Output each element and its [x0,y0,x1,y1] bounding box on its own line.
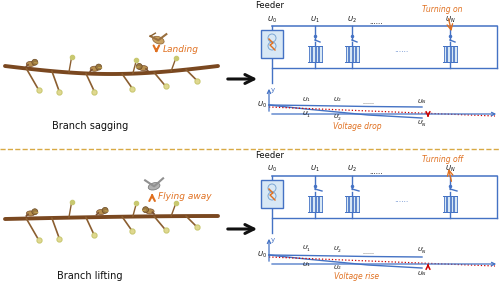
Bar [308,46,311,62]
Text: Turning on: Turning on [422,5,462,14]
Bar [447,46,450,62]
Bar [450,196,453,212]
Bar [261,30,283,58]
Bar [312,196,314,212]
Text: ......: ...... [362,251,374,255]
Bar [316,46,318,62]
Text: ......: ...... [369,18,383,24]
Text: ......: ...... [362,100,374,105]
Text: $U_N$: $U_N$ [444,164,456,175]
Ellipse shape [148,183,160,190]
Circle shape [136,63,142,69]
Bar [349,46,352,62]
Text: Feeder: Feeder [256,151,284,160]
Ellipse shape [96,209,105,215]
Text: $U_1$: $U_1$ [310,14,320,24]
Circle shape [32,209,38,215]
Text: $U_N'$: $U_N'$ [417,246,427,256]
Ellipse shape [139,66,147,71]
Bar [319,46,322,62]
Ellipse shape [90,66,98,71]
Text: $U_N'$: $U_N'$ [417,119,427,129]
Text: $U_2'$: $U_2'$ [332,245,342,255]
Ellipse shape [26,211,35,216]
Text: $U_1$: $U_1$ [302,95,310,104]
Bar [454,46,456,62]
Ellipse shape [146,209,154,214]
Text: $U_2'$: $U_2'$ [332,113,342,123]
Text: ......: ...... [394,195,408,204]
Text: ......: ...... [369,168,383,175]
Bar [352,46,355,62]
Text: $U_2$: $U_2$ [332,96,342,105]
Bar [319,196,322,212]
Bar [356,196,358,212]
Bar [444,196,446,212]
Text: $U_N$: $U_N$ [444,14,456,24]
Text: $U_1'$: $U_1'$ [302,244,310,254]
Text: $U_0$: $U_0$ [257,250,267,260]
Bar [444,46,446,62]
Text: $U_0$: $U_0$ [267,14,277,24]
Bar [312,46,314,62]
Bar [349,196,352,212]
Circle shape [142,207,148,213]
Text: Voltage rise: Voltage rise [334,272,380,281]
Text: Feeder: Feeder [256,1,284,10]
Bar [450,46,453,62]
Ellipse shape [26,61,35,66]
Text: Branch sagging: Branch sagging [52,121,128,131]
Text: y: y [271,237,275,243]
Bar [454,196,456,212]
Text: $U_2$: $U_2$ [347,14,357,24]
Text: y: y [271,87,275,93]
Text: $U_0$: $U_0$ [257,100,267,110]
Text: Voltage drop: Voltage drop [332,122,382,131]
Ellipse shape [152,36,164,44]
Bar [356,46,358,62]
Bar [352,196,355,212]
Text: $U_2$: $U_2$ [332,263,342,272]
Text: $U_N$: $U_N$ [417,97,427,105]
Text: ......: ...... [394,46,408,55]
Text: $U_1'$: $U_1'$ [302,110,310,120]
Text: $U_1$: $U_1$ [302,260,310,269]
Bar [346,196,348,212]
Text: $U_N$: $U_N$ [417,269,427,278]
Bar [261,180,283,208]
Bar [346,46,348,62]
Bar [308,196,311,212]
Text: Turning off: Turning off [422,155,463,164]
Circle shape [96,64,102,70]
Circle shape [102,207,108,213]
Text: Landing: Landing [162,45,198,54]
Text: $U_0$: $U_0$ [267,164,277,175]
Text: $U_1$: $U_1$ [310,164,320,175]
Bar [316,196,318,212]
Text: Branch lifting: Branch lifting [57,271,123,281]
Text: Flying away: Flying away [158,192,212,201]
Text: $U_2$: $U_2$ [347,164,357,175]
Circle shape [32,59,38,65]
Bar [447,196,450,212]
